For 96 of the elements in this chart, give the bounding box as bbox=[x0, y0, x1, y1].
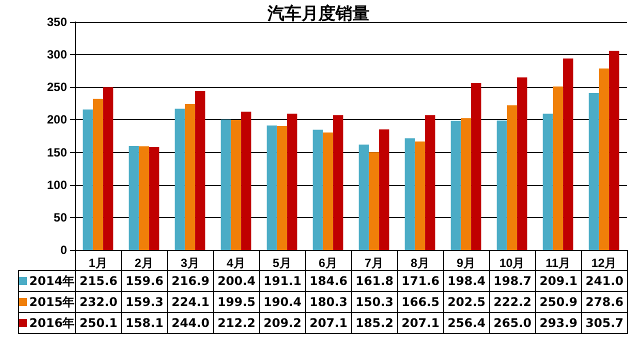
bar bbox=[220, 119, 231, 250]
data-label: 256.4 bbox=[444, 312, 490, 334]
y-tick-label: 250 bbox=[46, 80, 68, 94]
data-label: 250.9 bbox=[536, 292, 582, 312]
data-label: 278.6 bbox=[582, 292, 628, 312]
legend-label: 2015年 bbox=[18, 292, 76, 312]
data-label: 212.2 bbox=[214, 312, 260, 334]
data-label: 244.0 bbox=[168, 312, 214, 334]
bar bbox=[471, 82, 482, 250]
data-label: 207.1 bbox=[398, 312, 444, 334]
y-tick-label: 150 bbox=[46, 145, 68, 160]
data-label: 190.4 bbox=[260, 292, 306, 312]
data-label: 202.5 bbox=[444, 292, 490, 312]
bar bbox=[241, 112, 252, 250]
data-label: 171.6 bbox=[398, 270, 444, 292]
chart-title: 汽车月度销量 bbox=[266, 4, 370, 23]
data-label: 191.1 bbox=[260, 270, 306, 292]
x-tick-label: 8月 bbox=[410, 256, 430, 270]
data-label: 159.3 bbox=[122, 292, 168, 312]
data-label: 241.0 bbox=[582, 270, 628, 292]
data-label: 185.2 bbox=[352, 312, 398, 334]
data-label: 209.1 bbox=[536, 270, 582, 292]
x-tick-label: 6月 bbox=[318, 256, 338, 270]
data-label: 198.7 bbox=[490, 270, 536, 292]
bar bbox=[174, 108, 185, 250]
y-tick-label: 200 bbox=[46, 112, 68, 127]
bar bbox=[368, 152, 380, 250]
bar bbox=[506, 105, 518, 250]
data-label: 166.5 bbox=[398, 292, 444, 312]
bar bbox=[552, 86, 564, 250]
bar bbox=[460, 118, 472, 250]
bar bbox=[414, 142, 426, 250]
bar bbox=[312, 130, 323, 250]
data-label: 265.0 bbox=[490, 312, 536, 334]
data-label: 216.9 bbox=[168, 270, 214, 292]
data-label: 305.7 bbox=[582, 312, 628, 334]
bar bbox=[517, 77, 528, 250]
bar bbox=[149, 147, 160, 250]
data-label: 161.8 bbox=[352, 270, 398, 292]
bar bbox=[425, 115, 436, 250]
bar bbox=[138, 146, 150, 250]
x-tick-label: 2月 bbox=[134, 256, 154, 270]
data-label: 180.3 bbox=[306, 292, 352, 312]
x-tick-label: 11月 bbox=[546, 256, 570, 270]
y-tick-label: 300 bbox=[46, 48, 68, 62]
data-label: 200.4 bbox=[214, 270, 260, 292]
legend-label: 2014年 bbox=[18, 270, 76, 292]
x-tick-label: 9月 bbox=[456, 256, 476, 270]
data-label: 293.9 bbox=[536, 312, 582, 334]
bar bbox=[588, 93, 599, 250]
bar bbox=[128, 146, 139, 250]
x-tick-label: 5月 bbox=[272, 256, 292, 270]
data-label: 224.1 bbox=[168, 292, 214, 312]
bar bbox=[563, 58, 574, 250]
x-tick-label: 10月 bbox=[499, 256, 525, 270]
data-label: 222.2 bbox=[490, 292, 536, 312]
data-label: 198.4 bbox=[444, 270, 490, 292]
bar bbox=[404, 138, 415, 250]
bar bbox=[598, 68, 610, 250]
bar bbox=[322, 132, 334, 250]
y-tick-label: 350 bbox=[46, 15, 68, 29]
x-tick-label: 4月 bbox=[226, 256, 246, 270]
bar bbox=[266, 126, 277, 250]
x-tick-label: 7月 bbox=[364, 256, 384, 270]
data-label: 150.3 bbox=[352, 292, 398, 312]
y-tick-label: 50 bbox=[54, 210, 68, 224]
data-label: 158.1 bbox=[122, 312, 168, 334]
data-label: 207.1 bbox=[306, 312, 352, 334]
bar bbox=[379, 129, 390, 250]
bar bbox=[287, 114, 298, 250]
bar bbox=[358, 144, 369, 250]
data-label: 199.5 bbox=[214, 292, 260, 312]
x-tick-label: 1月 bbox=[88, 256, 108, 270]
legend-label: 2016年 bbox=[18, 312, 76, 334]
y-tick-label: 0 bbox=[60, 243, 68, 257]
bar bbox=[184, 104, 196, 250]
bar bbox=[230, 120, 242, 250]
bar bbox=[450, 120, 461, 250]
bar bbox=[92, 98, 104, 250]
data-label: 159.6 bbox=[122, 270, 168, 292]
bar bbox=[103, 87, 114, 250]
bar bbox=[276, 126, 288, 250]
bar bbox=[496, 120, 507, 250]
data-label: 250.1 bbox=[76, 312, 122, 334]
x-tick-label: 3月 bbox=[180, 256, 200, 270]
data-label: 184.6 bbox=[306, 270, 352, 292]
bar bbox=[195, 91, 206, 250]
data-label: 209.2 bbox=[260, 312, 306, 334]
bar bbox=[609, 50, 620, 250]
bar bbox=[542, 114, 553, 250]
data-label: 215.6 bbox=[76, 270, 122, 292]
data-label: 232.0 bbox=[76, 292, 122, 312]
y-tick-label: 100 bbox=[46, 178, 68, 192]
x-tick-label: 12月 bbox=[591, 256, 617, 270]
bar bbox=[82, 110, 93, 250]
bar bbox=[333, 115, 344, 250]
